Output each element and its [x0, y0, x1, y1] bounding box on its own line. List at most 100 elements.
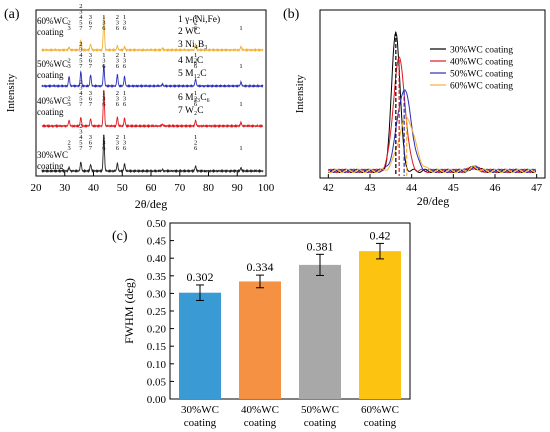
a-peak-label: 1	[239, 25, 242, 32]
panel-b-xlabel: 2θ/deg	[417, 194, 449, 208]
a-xtick-label: 80	[203, 182, 215, 194]
c-ytick-label: 0.45	[147, 236, 167, 248]
a-peak-label: 3	[116, 20, 119, 27]
panel-c: (c) FWHM (deg) 0.000.050.100.150.200.250…	[112, 218, 411, 429]
b-legend-label: 50%WC coating	[450, 70, 513, 80]
c-bar-3	[299, 264, 341, 399]
a-phase-legend-item: 7 W₂C	[178, 106, 204, 116]
a-peak-label: 1	[102, 14, 105, 21]
a-peak-label: 6	[116, 101, 120, 108]
a-peak-label: 2	[116, 14, 119, 21]
a-series-label: 50%WC	[37, 59, 68, 69]
a-peak-label: 2	[194, 58, 197, 65]
xrd-line-4	[41, 15, 264, 53]
a-xtick-label: 60	[146, 182, 158, 194]
a-peak-label: 4	[79, 134, 83, 141]
a-xtick-label: 70	[174, 182, 186, 194]
a-peak-label: 3	[89, 90, 92, 97]
a-peak-label: 3	[123, 20, 126, 27]
panel-a-label: (a)	[4, 7, 20, 22]
a-peak-label: 7	[89, 25, 93, 32]
a-peak-label: 3	[116, 58, 119, 65]
a-peak-label: 6	[102, 25, 106, 32]
a-peak-label: 1	[123, 52, 126, 59]
a-peak-label: 3	[89, 14, 92, 21]
a-series-label: coating	[37, 27, 64, 37]
a-peak-label: 2	[194, 140, 197, 147]
b-legend-label: 40%WC coating	[450, 58, 513, 68]
a-peak-label: 6	[194, 63, 198, 70]
c-bar-1	[179, 292, 221, 399]
a-peak-label: 7	[89, 63, 93, 70]
panel-c-ylabel: FWHM (deg)	[122, 278, 136, 344]
a-phase-legend-item: 2 WC	[178, 27, 200, 37]
a-phase-legend-item: 4 M₆C	[178, 56, 203, 66]
a-xtick-label: 50	[117, 182, 129, 194]
a-peak-label: 1	[239, 101, 242, 108]
a-peak-label: 6	[102, 63, 106, 70]
xrd-line-2	[41, 89, 264, 129]
xrd-line-3	[41, 63, 264, 89]
c-ytick-label: 0.25	[147, 306, 167, 318]
a-peak-label: 4	[79, 52, 83, 59]
a-peak-label: 3	[89, 134, 92, 141]
a-peak-label: 5	[79, 20, 82, 27]
a-peak-label: 6	[102, 101, 106, 108]
a-peak-label: 3	[102, 96, 105, 103]
a-peak-label: 2	[194, 96, 197, 103]
c-category-label: coating	[244, 417, 277, 429]
a-peak-label: 3	[79, 129, 82, 136]
a-xtick-label: 30	[59, 182, 71, 194]
a-series-label: 60%WC	[37, 16, 68, 26]
panel-a-phase-legend: 1 γ-(Ni,Fe) 2 WC 3 Ni₄B₃ 4 M₆C 5 M₁₂C 6 M₂₃C₆…	[178, 14, 220, 116]
b-line-4	[328, 116, 536, 174]
a-peak-label: 2	[67, 96, 70, 103]
c-category-label: 50%WC	[301, 404, 339, 416]
b-xtick-label: 43	[365, 182, 377, 194]
a-peak-label: 2	[67, 20, 70, 27]
b-legend-label: 60%WC coating	[450, 82, 513, 92]
a-peak-label: 6	[194, 101, 198, 108]
a-peak-label: 2	[67, 140, 70, 147]
a-phase-legend-item: 1 γ-(Ni,Fe)	[178, 14, 220, 25]
a-peak-label: 6	[123, 101, 127, 108]
a-phase-legend-item: 6 M₂₃C₆	[178, 93, 210, 103]
a-peak-label: 7	[89, 101, 93, 108]
panel-b-ylabel: Intensity	[294, 74, 306, 113]
a-peak-label: 6	[89, 140, 93, 147]
a-peak-label: 6	[123, 145, 127, 152]
a-xtick-label: 90	[232, 182, 244, 194]
a-peak-label: 2	[79, 79, 82, 86]
c-category-label: coating	[304, 417, 337, 429]
c-category-label: 40%WC	[241, 404, 279, 416]
a-peak-label: 6	[89, 96, 93, 103]
c-ytick-label: 0.40	[147, 253, 167, 265]
b-xtick-label: 47	[531, 182, 543, 194]
c-value-label: 0.381	[307, 239, 334, 253]
panel-a: (a) Intensity 2θ/deg 20 30 40 50 60 70 80 90 100…	[4, 3, 275, 211]
a-series-label: coating	[37, 70, 64, 80]
b-xtick-label: 45	[448, 182, 460, 194]
a-peak-label: 3	[116, 96, 119, 103]
panel-b: (b) Intensity 2θ/deg 42 43 44 45 46 47 30%WC …	[283, 7, 546, 208]
a-peak-label: 3	[67, 145, 70, 152]
panel-a-x-ticks: 20 30 40 50 60 70 80 90 100	[31, 172, 275, 194]
a-peak-label: 6	[116, 145, 120, 152]
a-peak-label: 6	[102, 145, 106, 152]
a-peak-label: 3	[102, 140, 105, 147]
a-peak-label: 1	[123, 134, 126, 141]
xrd-line-1	[41, 134, 264, 174]
c-category-label: coating	[184, 417, 217, 429]
a-peak-label: 2	[79, 41, 82, 48]
a-phase-legend-item: 5 M₁₂C	[178, 69, 207, 79]
c-bar-4	[359, 251, 401, 399]
a-peak-label: 1	[239, 145, 242, 152]
c-ytick-label: 0.00	[147, 394, 167, 406]
panel-a-xlabel: 2θ/deg	[135, 197, 167, 211]
a-peak-label: 1	[194, 90, 197, 97]
a-peak-label: 3	[89, 52, 92, 59]
c-value-label: 0.302	[187, 270, 214, 284]
panel-c-label: (c)	[112, 229, 128, 244]
a-peak-label: 3	[123, 58, 126, 65]
